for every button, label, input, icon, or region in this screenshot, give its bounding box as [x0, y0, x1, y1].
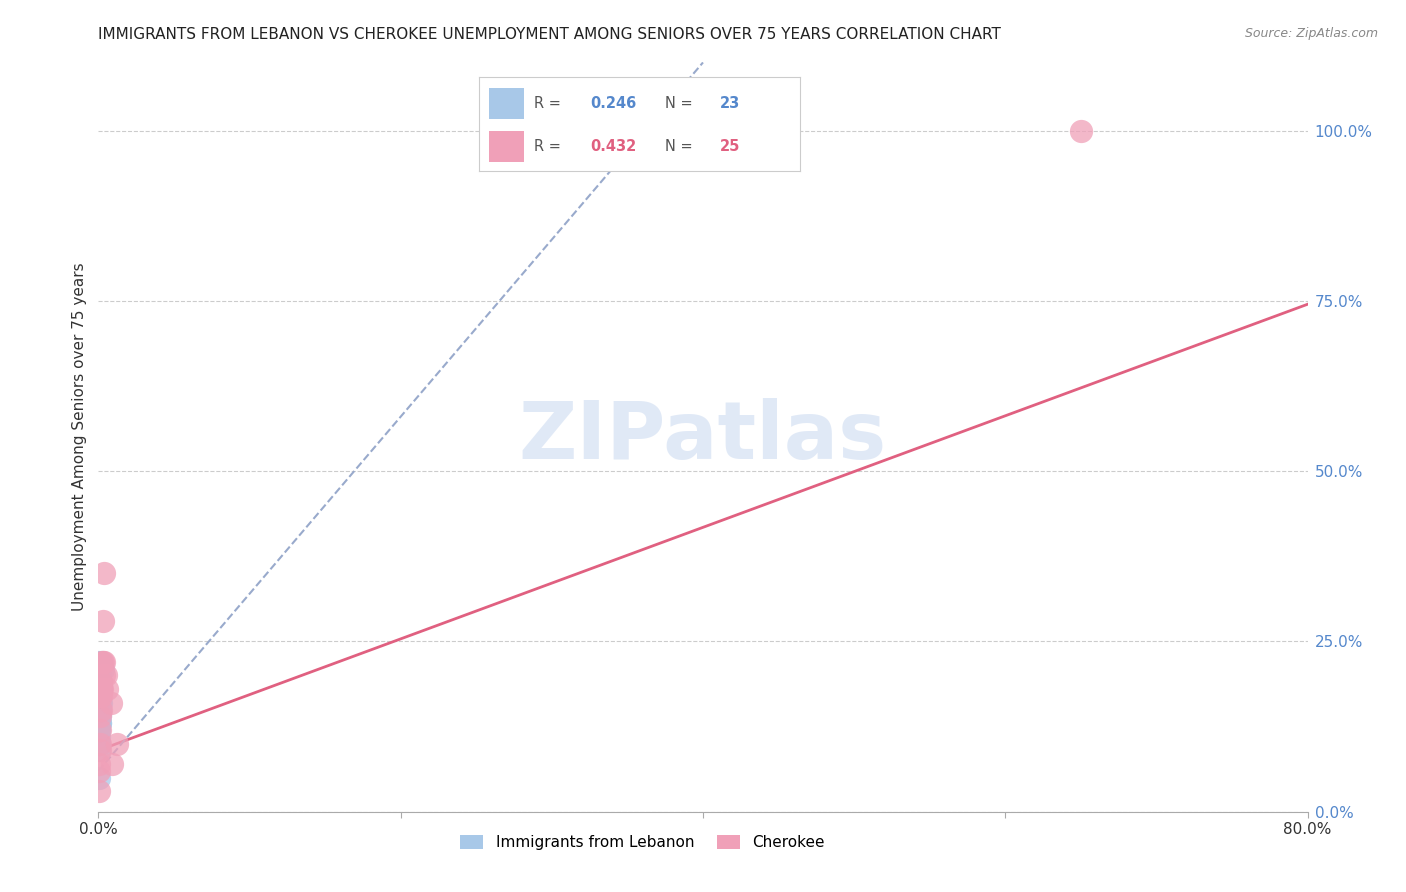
- Point: [89, 716, 111, 731]
- Point: [91, 655, 114, 669]
- Point: [87, 723, 110, 737]
- Point: [89, 696, 111, 710]
- Point: [91, 614, 114, 628]
- Point: [1070, 123, 1092, 137]
- Point: [89, 702, 111, 716]
- Point: [105, 737, 128, 751]
- Point: [96, 682, 118, 697]
- Point: [90, 696, 112, 710]
- Point: [90, 689, 112, 703]
- Point: [89, 757, 111, 772]
- Point: [90, 682, 112, 697]
- Point: [90, 655, 112, 669]
- Point: [93, 668, 115, 682]
- Point: [89, 737, 111, 751]
- Point: [90, 675, 112, 690]
- Point: [89, 723, 111, 737]
- Point: [87, 771, 110, 785]
- Point: [94, 668, 117, 682]
- Point: [87, 655, 110, 669]
- Legend: Immigrants from Lebanon, Cherokee: Immigrants from Lebanon, Cherokee: [454, 830, 831, 856]
- Text: Source: ZipAtlas.com: Source: ZipAtlas.com: [1244, 27, 1378, 40]
- Point: [87, 737, 110, 751]
- Point: [89, 716, 111, 731]
- Point: [89, 709, 111, 723]
- Point: [90, 655, 112, 669]
- Point: [89, 716, 111, 731]
- Point: [89, 730, 111, 744]
- Y-axis label: Unemployment Among Seniors over 75 years: Unemployment Among Seniors over 75 years: [72, 263, 87, 611]
- Text: IMMIGRANTS FROM LEBANON VS CHEROKEE UNEMPLOYMENT AMONG SENIORS OVER 75 YEARS COR: IMMIGRANTS FROM LEBANON VS CHEROKEE UNEM…: [98, 27, 1001, 42]
- Point: [89, 668, 111, 682]
- Point: [89, 764, 111, 778]
- Point: [100, 696, 122, 710]
- Point: [89, 689, 111, 703]
- Point: [87, 784, 110, 798]
- Point: [87, 743, 110, 757]
- Point: [89, 743, 111, 757]
- Point: [90, 675, 112, 690]
- Point: [89, 702, 111, 716]
- Point: [89, 709, 111, 723]
- Point: [93, 655, 115, 669]
- Point: [90, 682, 112, 697]
- Point: [89, 723, 111, 737]
- Point: [101, 757, 124, 772]
- Point: [89, 709, 111, 723]
- Point: [90, 682, 112, 697]
- Point: [93, 566, 115, 581]
- Point: [91, 662, 114, 676]
- Point: [91, 682, 114, 697]
- Point: [90, 702, 112, 716]
- Text: ZIPatlas: ZIPatlas: [519, 398, 887, 476]
- Point: [89, 737, 111, 751]
